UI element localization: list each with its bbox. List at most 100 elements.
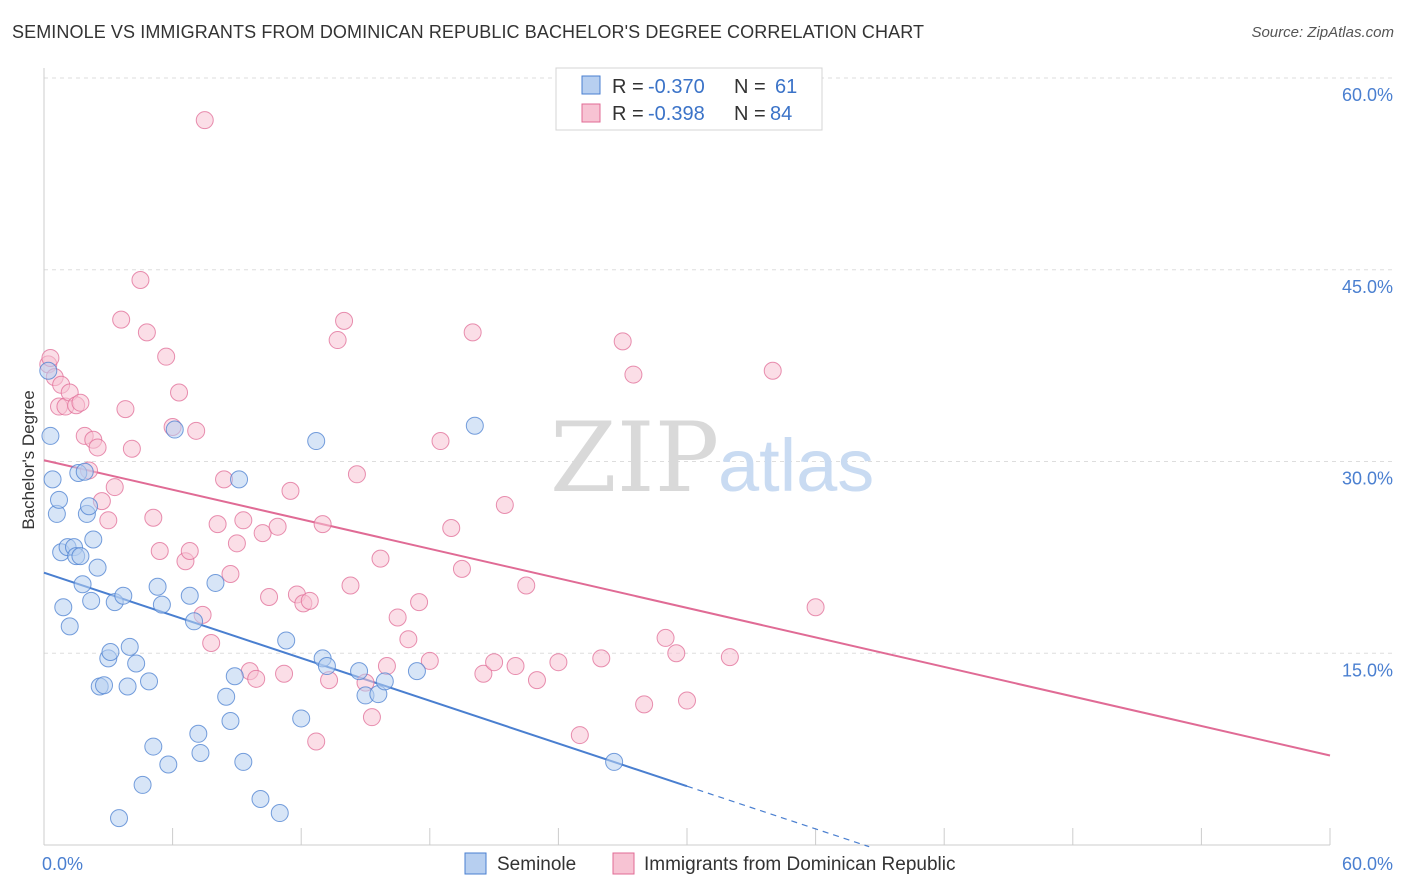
point-seminole-39 bbox=[189, 724, 208, 743]
point-dominican-65 bbox=[463, 323, 482, 342]
point-dominican-56 bbox=[371, 549, 390, 568]
point-seminole-8 bbox=[60, 617, 79, 636]
point-dominican-64 bbox=[452, 559, 471, 578]
point-dominican-74 bbox=[592, 649, 611, 668]
point-dominican-32 bbox=[208, 515, 227, 534]
point-dominican-33 bbox=[215, 470, 234, 489]
point-dominican-17 bbox=[116, 400, 135, 419]
point-dominican-72 bbox=[549, 653, 568, 672]
point-seminole-28 bbox=[120, 637, 139, 656]
stats-legend-r-label-dominican: R = bbox=[612, 103, 644, 125]
point-dominican-30 bbox=[195, 111, 214, 130]
point-dominican-22 bbox=[150, 541, 169, 560]
point-dominican-59 bbox=[399, 630, 418, 649]
data-points bbox=[39, 111, 825, 828]
point-dominican-55 bbox=[362, 708, 381, 727]
chart-source: Source: ZipAtlas.com bbox=[1251, 24, 1394, 41]
point-dominican-57 bbox=[377, 657, 396, 676]
point-seminole-47 bbox=[251, 789, 270, 808]
point-seminole-30 bbox=[133, 775, 152, 794]
point-dominican-82 bbox=[763, 361, 782, 380]
point-seminole-31 bbox=[140, 672, 159, 691]
point-seminole-18 bbox=[84, 530, 103, 549]
point-seminole-44 bbox=[225, 667, 244, 686]
point-dominican-78 bbox=[656, 628, 675, 647]
x-tick-label-1: 60.0% bbox=[1342, 854, 1393, 874]
y-tick-label-3: 60.0% bbox=[1342, 85, 1393, 105]
point-dominican-62 bbox=[431, 432, 450, 451]
point-seminole-4 bbox=[50, 490, 69, 509]
point-seminole-33 bbox=[148, 577, 167, 596]
point-seminole-53 bbox=[317, 657, 336, 676]
point-dominican-28 bbox=[187, 421, 206, 440]
point-dominican-73 bbox=[570, 726, 589, 745]
y-axis-title: Bachelor's Degree bbox=[19, 390, 38, 529]
point-dominican-34 bbox=[221, 564, 240, 583]
point-seminole-27 bbox=[118, 677, 137, 696]
point-dominican-83 bbox=[806, 598, 825, 617]
point-dominican-36 bbox=[234, 511, 253, 530]
point-dominican-41 bbox=[268, 517, 287, 536]
point-seminole-19 bbox=[88, 558, 107, 577]
point-dominican-14 bbox=[99, 511, 118, 530]
point-seminole-42 bbox=[217, 687, 236, 706]
point-dominican-75 bbox=[613, 332, 632, 351]
point-dominican-81 bbox=[720, 648, 739, 667]
point-seminole-54 bbox=[350, 662, 369, 681]
point-dominican-35 bbox=[227, 534, 246, 553]
point-seminole-51 bbox=[307, 432, 326, 451]
point-dominican-15 bbox=[105, 478, 124, 497]
point-dominican-48 bbox=[313, 515, 332, 534]
stats-legend-n-value-seminole: 61 bbox=[775, 76, 797, 98]
point-dominican-71 bbox=[527, 671, 546, 690]
point-seminole-34 bbox=[152, 595, 171, 614]
point-seminole-58 bbox=[407, 662, 426, 681]
stats-legend-swatch-seminole bbox=[581, 75, 601, 95]
point-dominican-79 bbox=[667, 644, 686, 663]
stats-legend: R = -0.370 N = 61 R = -0.398 N = 84 bbox=[555, 67, 823, 131]
point-seminole-38 bbox=[185, 612, 204, 631]
point-dominican-43 bbox=[281, 481, 300, 500]
point-dominican-47 bbox=[307, 732, 326, 751]
stats-legend-swatch-dominican bbox=[581, 103, 601, 123]
point-dominican-51 bbox=[335, 311, 354, 330]
point-seminole-36 bbox=[165, 420, 184, 439]
y-tick-label-2: 45.0% bbox=[1342, 277, 1393, 297]
point-dominican-52 bbox=[341, 576, 360, 595]
point-seminole-17 bbox=[82, 591, 101, 610]
point-seminole-2 bbox=[43, 470, 62, 489]
point-dominican-53 bbox=[347, 465, 366, 484]
point-dominican-46 bbox=[300, 591, 319, 610]
point-seminole-48 bbox=[270, 804, 289, 823]
point-dominican-31 bbox=[202, 634, 221, 653]
point-seminole-21 bbox=[95, 676, 114, 695]
point-seminole-41 bbox=[206, 573, 225, 592]
trend-line-extension-0 bbox=[686, 785, 870, 848]
point-seminole-43 bbox=[221, 712, 240, 731]
point-seminole-23 bbox=[101, 642, 120, 661]
stats-legend-n-value-dominican: 84 bbox=[770, 103, 792, 125]
point-dominican-38 bbox=[247, 669, 266, 688]
point-dominican-40 bbox=[260, 588, 279, 607]
point-dominican-16 bbox=[112, 310, 131, 329]
point-dominican-77 bbox=[635, 695, 654, 714]
point-seminole-35 bbox=[159, 755, 178, 774]
point-seminole-45 bbox=[230, 470, 249, 489]
point-dominican-61 bbox=[420, 651, 439, 670]
point-dominican-76 bbox=[624, 365, 643, 384]
point-seminole-6 bbox=[54, 598, 73, 617]
point-dominican-42 bbox=[275, 664, 294, 683]
point-seminole-0 bbox=[39, 361, 58, 380]
point-dominican-50 bbox=[328, 331, 347, 350]
point-seminole-13 bbox=[73, 575, 92, 594]
watermark: ZIP atlas bbox=[550, 402, 874, 514]
bottom-legend-swatch-dominican bbox=[612, 852, 635, 875]
point-dominican-27 bbox=[180, 541, 199, 560]
point-seminole-57 bbox=[375, 672, 394, 691]
point-seminole-40 bbox=[191, 743, 210, 762]
stats-legend-n-label-dominican: N = bbox=[734, 103, 766, 125]
point-seminole-50 bbox=[292, 709, 311, 728]
y-tick-label-1: 30.0% bbox=[1342, 469, 1393, 489]
watermark-atlas: atlas bbox=[718, 424, 874, 507]
